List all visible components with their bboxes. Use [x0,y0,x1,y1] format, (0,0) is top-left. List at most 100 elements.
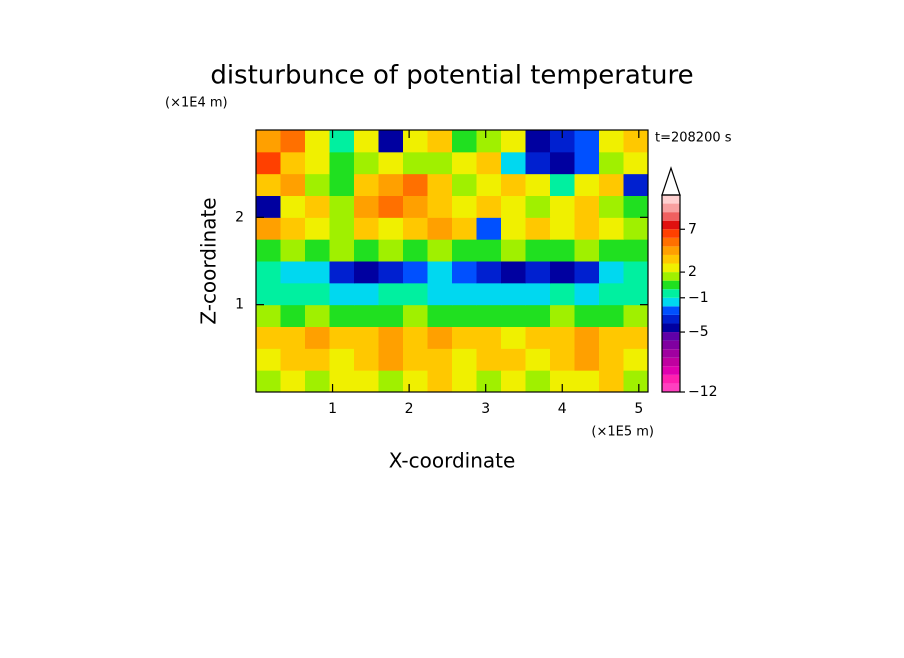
contour-cell [599,151,624,175]
contour-cell [378,326,404,349]
contour-cell [452,348,477,371]
contour-cell [501,370,526,393]
colorbar-band [662,254,680,264]
contour-cell [574,261,600,284]
contour-cell [354,348,379,371]
contour-cell [305,217,330,240]
contour-cell [574,282,600,306]
contour-cell [501,326,526,349]
colorbar-band [662,366,680,375]
contour-cell [525,304,551,327]
contour-cell [599,130,624,153]
contour-cell [599,173,624,196]
time-label: t=208200 s [655,131,732,146]
contour-cell [550,217,575,240]
contour-cell [525,282,551,306]
contour-cell [501,130,526,153]
contour-cell [476,348,502,371]
contour-cell [574,173,600,196]
x-tick-label: 2 [405,401,414,417]
contour-cell [378,261,404,284]
contour-cell [599,239,624,262]
contour-cell [525,239,551,262]
contour-cell [599,217,624,240]
contour-cell [452,195,477,218]
contour-cell [403,195,428,218]
colorbar-band [662,229,680,238]
contour-cell [280,348,306,371]
plot-frame [255,129,649,393]
contour-cell [280,282,306,306]
contour-cell [256,173,281,196]
colorbar-tick-label: −12 [688,384,718,400]
contour-cell [305,130,330,153]
colorbar-band [662,357,680,367]
contour-cell [305,348,330,371]
contour-cell [501,239,526,262]
contour-cell [329,261,355,284]
contour-cell [599,370,624,393]
contour-cell [403,348,428,371]
contour-cell [550,261,575,284]
contour-cell [256,370,281,393]
contour-cell [476,239,502,262]
contour-cell [378,130,404,153]
contour-cell [280,173,306,196]
contour-cell [403,261,428,284]
contour-cell [329,348,355,371]
contour-cell [452,261,477,284]
contour-cell [305,195,330,218]
colorbar-tick-label: −5 [688,324,709,340]
contour-cell [378,370,404,393]
contour-cell [427,239,453,262]
contour-cell [403,304,428,327]
contour-cell [305,151,330,175]
contour-cell [329,326,355,349]
contour-cell [354,304,379,327]
contour-cell [623,151,649,175]
colorbar-band [662,306,680,315]
contour-cell [354,239,379,262]
contour-cell [623,195,649,218]
contour-cell [256,261,281,284]
contour-cell [256,239,281,262]
contour-cell [280,261,306,284]
contour-cell [427,151,453,175]
contour-cell [476,370,502,393]
contour-cell [354,261,379,284]
contour-cell [476,326,502,349]
contour-cell [452,282,477,306]
contour-cell [476,304,502,327]
contour-cell [329,304,355,327]
contour-cell [476,173,502,196]
x-axis-label: X-coordinate [389,449,516,473]
colorbar-band [662,297,680,307]
contour-cell [354,370,379,393]
contour-cell [280,239,306,262]
contour-cell [476,151,502,175]
colorbar-over [661,166,681,196]
contour-cell [427,195,453,218]
contour-cell [354,173,379,196]
x-tick-label: 3 [481,401,490,417]
contour-cell [329,195,355,218]
contour-cell [280,130,306,153]
contour-cell [256,130,281,153]
contour-cell [501,195,526,218]
contour-cell [329,370,355,393]
contour-cell [452,326,477,349]
contour-cell [378,304,404,327]
contour-cell [452,130,477,153]
contour-cell [550,195,575,218]
contour-cell [550,326,575,349]
contour-cell [354,130,379,153]
contour-cell [427,304,453,327]
contour-cell [476,282,502,306]
contour-cell [354,151,379,175]
contour-cell [550,239,575,262]
contour-cell [329,151,355,175]
contour-cell [256,217,281,240]
contour-cell [623,261,649,284]
contour-cell [403,173,428,196]
